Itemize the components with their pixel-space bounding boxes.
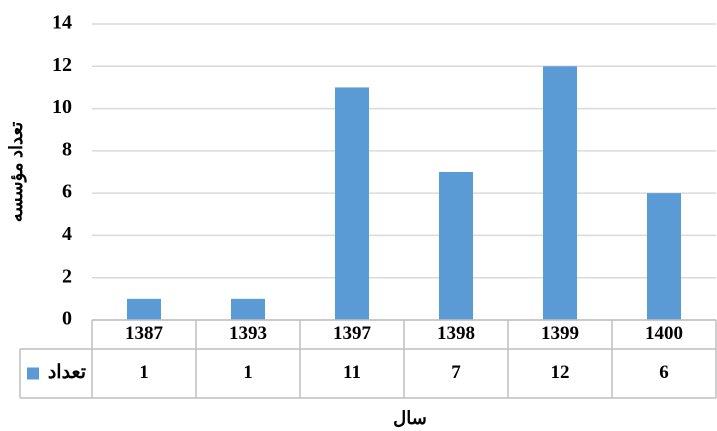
y-tick-label: 2 — [62, 265, 72, 287]
bar — [231, 299, 265, 320]
y-tick-label: 8 — [62, 138, 72, 160]
legend-label: تعداد — [48, 362, 86, 383]
table-value: 1 — [243, 362, 253, 383]
table-value: 1 — [139, 362, 149, 383]
x-axis-label: سال — [393, 408, 427, 428]
y-tick-label: 12 — [52, 54, 72, 76]
y-tick-label: 14 — [52, 12, 72, 34]
bar — [127, 299, 161, 320]
y-axis-label: تعداد مؤسسه — [6, 122, 27, 222]
table-value: 7 — [451, 362, 461, 383]
x-tick-label: 1393 — [229, 323, 267, 344]
x-tick-label: 1400 — [645, 323, 683, 344]
chart: سال تعداد مؤسسه 02468101214تعداد11117126… — [0, 0, 717, 431]
table-value: 6 — [659, 362, 669, 383]
table-value: 11 — [343, 362, 361, 383]
bar — [439, 172, 473, 320]
bar — [335, 87, 369, 320]
y-tick-label: 6 — [62, 181, 72, 203]
table-value: 12 — [551, 362, 570, 383]
y-tick-label: 0 — [62, 308, 72, 330]
x-tick-label: 1387 — [125, 323, 164, 344]
y-tick-label: 10 — [52, 96, 72, 118]
y-tick-label: 4 — [62, 223, 72, 245]
legend-swatch — [27, 368, 39, 380]
x-tick-label: 1399 — [541, 323, 579, 344]
bar — [543, 66, 577, 320]
bar — [647, 193, 681, 320]
x-tick-label: 1397 — [333, 323, 372, 344]
x-tick-label: 1398 — [437, 323, 475, 344]
